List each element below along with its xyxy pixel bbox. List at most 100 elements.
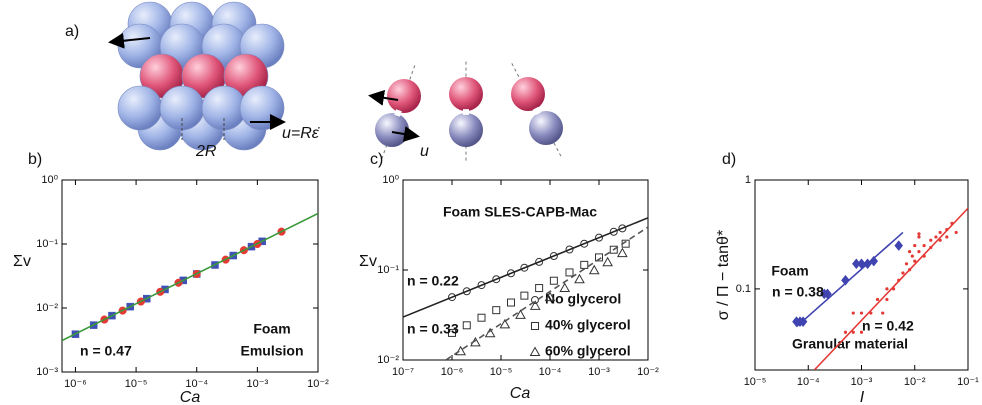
point: [917, 232, 920, 235]
point: [939, 231, 942, 234]
y-tick-label: 10⁻²: [36, 302, 58, 314]
annotation: n = 0.47: [80, 343, 132, 359]
point: [934, 235, 937, 238]
x-tick-label: 10⁻⁶: [64, 378, 87, 390]
point: [521, 292, 528, 299]
point: [618, 249, 627, 257]
y-tick-label: 0.1: [736, 283, 751, 295]
chart: b) Ca Σv 10⁻⁶ 10⁻⁵ 10⁻⁴ 10⁻³ 10⁻² 10⁻³ 10⁻² 10⁻¹ 10…: [13, 151, 329, 405]
point: [603, 258, 612, 266]
point: [852, 311, 855, 314]
sphere: [240, 86, 284, 130]
x-tick-label: 10⁻⁴: [185, 378, 208, 390]
x-axis-label: Ca: [510, 385, 531, 402]
sphere: [387, 79, 421, 113]
panel-label: a): [65, 23, 79, 40]
y-axis-label: σ / Π − tanθ*: [715, 230, 732, 320]
y-axis-label: Σv: [13, 253, 31, 270]
x-axis-label: I: [860, 389, 865, 405]
sphere: [375, 113, 409, 147]
point: [895, 241, 903, 251]
x-tick-label: 10⁻¹: [957, 376, 979, 388]
x-axis-label: Ca: [180, 389, 201, 405]
point: [478, 314, 485, 321]
annotation: Foam SLES-CAPB-Mac: [443, 204, 597, 220]
point: [917, 235, 920, 238]
x-tick-label: 10⁻⁵: [125, 378, 148, 390]
point: [550, 277, 557, 284]
sphere: [449, 77, 483, 111]
y-tick-label: 10⁻¹: [377, 264, 399, 276]
panel-label: c): [370, 151, 383, 168]
sphere: [511, 77, 545, 111]
point: [911, 255, 914, 258]
x-tick-label: 10⁻³: [247, 378, 269, 390]
label: u: [420, 143, 429, 160]
y-tick-label: 10⁰: [382, 174, 399, 186]
point: [575, 275, 584, 283]
point: [913, 244, 916, 247]
x-tick-label: 10⁻²: [904, 376, 926, 388]
y-tick-label: 1: [745, 174, 751, 186]
point: [901, 271, 904, 274]
point: [876, 298, 879, 301]
point: [590, 266, 599, 274]
legend-marker: [532, 323, 539, 330]
label: 2R: [195, 143, 217, 160]
point: [929, 239, 932, 242]
x-tick-label: 10⁻⁴: [539, 366, 562, 378]
x-tick-label: 10⁻⁴: [797, 376, 820, 388]
point: [945, 235, 948, 238]
point: [493, 307, 500, 314]
point: [955, 231, 958, 234]
legend-label: No glycerol: [545, 291, 621, 307]
x-tick-label: 10⁻²: [637, 366, 659, 378]
annotation: n = 0.22: [407, 273, 459, 289]
point: [905, 262, 908, 265]
series-label: Emulsion: [240, 343, 303, 359]
point: [536, 285, 543, 292]
panel-a: a) 2R u=Rε̇ u: [65, 2, 563, 162]
y-tick-label: 10⁰: [41, 174, 58, 186]
bond: [397, 110, 399, 115]
point: [516, 310, 525, 318]
x-tick-label: 10⁻²: [307, 378, 329, 390]
series-label: Foam: [771, 263, 808, 279]
series-label: Granular material: [792, 336, 908, 352]
point: [917, 250, 920, 253]
point: [908, 250, 911, 253]
panel-label: d): [722, 151, 736, 168]
annotation: n = 0.42: [862, 318, 914, 334]
x-tick-label: 10⁻³: [588, 366, 610, 378]
series-label: Foam: [253, 321, 290, 337]
y-axis-label: Σv: [359, 253, 377, 270]
bond: [536, 108, 539, 113]
point: [885, 287, 888, 290]
point: [508, 299, 515, 306]
legend-label: 60% glycerol: [545, 343, 631, 359]
figure: a) 2R u=Rε̇ u b) Ca Σv 10⁻⁶ 10⁻⁵ 10⁻⁴ 10⁻³ 10⁻² 10⁻…: [0, 0, 982, 405]
x-tick-label: 10⁻⁵: [490, 366, 513, 378]
point: [860, 311, 863, 314]
point: [581, 261, 588, 268]
chart: d) Iσ / Π − tanθ* 10⁻⁵ 10⁻⁴ 10⁻³ 10⁻² 10⁻¹ 0.1 1…: [715, 151, 979, 405]
point: [463, 322, 470, 329]
label: u=Rε̇: [282, 125, 320, 142]
point: [566, 269, 573, 276]
y-tick-label: 10⁻³: [36, 366, 58, 378]
y-tick-label: 10⁻²: [377, 354, 399, 366]
fit-line: [796, 232, 903, 326]
panel-label: b): [28, 151, 42, 168]
legend-label: 40% glycerol: [545, 317, 631, 333]
point: [885, 298, 888, 301]
x-tick-label: 10⁻⁶: [441, 366, 464, 378]
x-tick-label: 10⁻³: [851, 376, 873, 388]
sphere: [449, 113, 483, 147]
sphere: [118, 86, 162, 130]
point: [923, 244, 926, 247]
x-tick-label: 10⁻⁵: [744, 376, 767, 388]
point: [881, 311, 884, 314]
y-tick-label: 10⁻¹: [36, 238, 58, 250]
annotation: n = 0.33: [407, 321, 459, 337]
